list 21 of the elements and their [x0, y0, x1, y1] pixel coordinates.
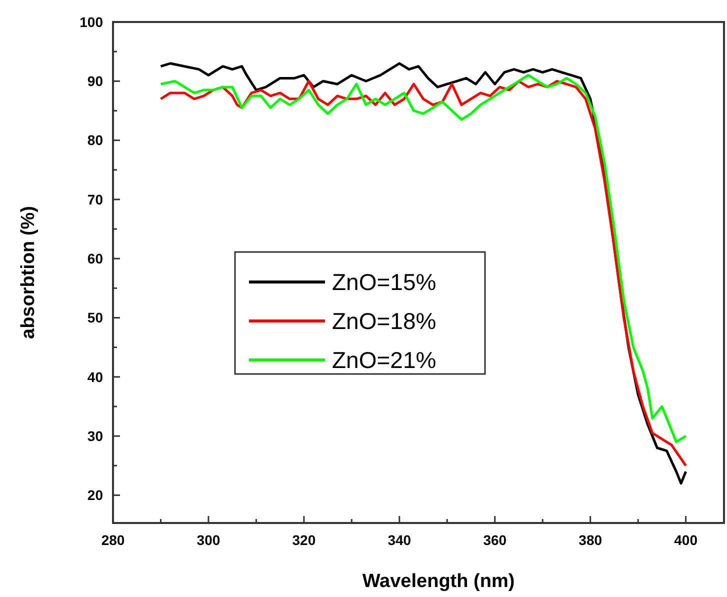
y-tick-label: 60 [87, 250, 104, 266]
y-axis-title: absorbtion (%) [18, 206, 39, 339]
y-tick-label: 20 [87, 487, 104, 504]
x-tick-label: 320 [292, 532, 316, 548]
y-tick-label: 30 [87, 428, 104, 444]
x-axis-title: Wavelength (nm) [362, 571, 515, 592]
x-tick-label: 400 [674, 532, 698, 548]
x-tick-label: 360 [483, 532, 507, 548]
legend-label: ZnO=15% [332, 269, 436, 296]
y-tick-label: 40 [87, 368, 104, 385]
x-tick-label: 280 [101, 532, 125, 548]
y-tick-label: 90 [87, 73, 104, 90]
x-tick-label: 300 [196, 532, 220, 548]
legend-label: ZnO=18% [332, 308, 436, 334]
y-tick-label: 70 [87, 191, 104, 208]
y-tick-label: 50 [87, 310, 104, 326]
y-tick-label: 100 [80, 14, 104, 30]
y-tick-label: 80 [87, 132, 104, 148]
x-tick-label: 380 [578, 532, 602, 548]
legend-label: ZnO=21% [332, 347, 436, 374]
x-tick-label: 340 [388, 532, 412, 548]
